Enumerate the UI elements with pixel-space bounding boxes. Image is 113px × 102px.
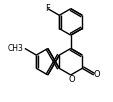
Text: O: O bbox=[68, 75, 74, 84]
Text: F: F bbox=[45, 4, 50, 13]
Text: O: O bbox=[93, 70, 100, 79]
Text: CH3: CH3 bbox=[8, 44, 24, 53]
